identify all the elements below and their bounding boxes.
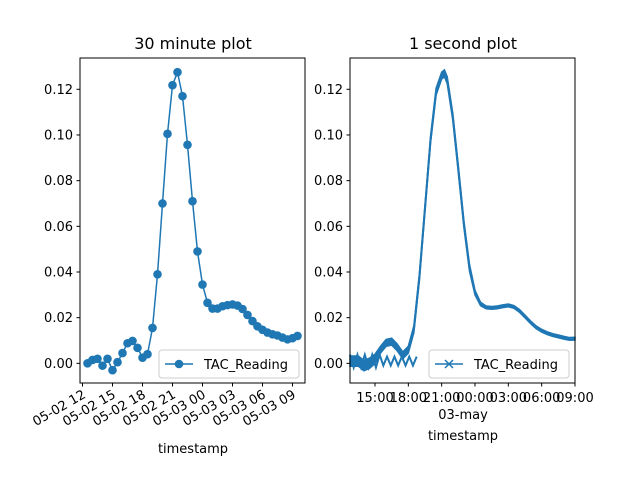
right-legend-marker [444,359,454,369]
left-y-tick-label: 0.02 [44,311,73,326]
left-data-point [198,280,207,289]
right-y-axis: 0.00 0.02 0.04 0.06 0.08 0.10 0.12 [314,83,350,372]
left-chart: 30 minute plot 0.000.020.040.060.080.100… [30,34,306,457]
right-y-tick-label: 0.02 [314,311,343,326]
left-data-point [168,80,177,90]
right-x-tick-label: 18:00 [390,391,427,406]
left-data-point [163,129,172,139]
left-y-tick-label: 0.10 [44,128,73,143]
left-y-tick-label: 0.06 [44,220,73,235]
left-y-tick-label: 0.04 [44,266,73,281]
right-y-tick-label: 0.00 [314,357,343,372]
right-y-tick-label: 0.10 [314,128,343,143]
left-data-point [103,354,112,364]
right-x-axis-label: timestamp [428,429,498,444]
left-y-tick-label: 0.00 [44,357,73,372]
left-axes-frame [79,57,306,384]
right-legend: TAC_Reading [428,349,570,379]
left-data-point [153,269,162,279]
left-legend-box [158,349,300,379]
left-y-axis: 0.00 0.02 0.04 0.06 0.08 0.10 0.12 [44,83,80,372]
left-data-point [98,361,107,370]
left-y-tick-label: 0.08 [44,174,73,189]
right-y-tick-label: 0.06 [314,220,343,235]
left-data-point [93,354,102,364]
left-data-point [113,357,122,367]
right-x-tick-label: 03:00 [490,391,527,406]
right-x-date-label: 03-may [438,408,488,423]
left-data-point [173,67,182,77]
right-x-tick-label: 00:00 [456,391,493,406]
left-legend: TAC_Reading [158,349,300,379]
right-x-tick-label: 21:00 [423,391,460,406]
right-y-tick-label: 0.12 [314,83,343,98]
left-data-point [188,196,197,206]
left-data-point [243,310,252,320]
right-legend-label: TAC_Reading [473,358,558,373]
right-x-tick-label: 06:00 [523,391,560,406]
right-x-tick-label: 09:00 [556,391,593,406]
right-y-tick-label: 0.04 [314,266,343,281]
left-data-point [238,304,247,314]
left-legend-marker [174,359,184,369]
left-y-tick-label: 0.12 [44,83,73,98]
left-data-point [158,199,167,208]
right-axes-frame [349,57,576,384]
left-plot-area [83,67,302,375]
left-data-point [293,331,302,341]
left-data-point [183,140,192,150]
right-y-tick-label: 0.08 [314,174,343,189]
right-series-line [350,71,576,367]
right-legend-box [428,349,570,379]
left-x-axis-label: timestamp [158,442,228,457]
right-x-tick-label: 15:00 [356,391,393,406]
left-data-point [128,336,137,346]
right-chart: 1 second plot 0.000.020.040.060.080.100.… [314,34,594,444]
left-legend-label: TAC_Reading [203,358,288,373]
right-chart-title: 1 second plot [409,34,517,53]
left-data-point [193,247,202,256]
left-chart-title: 30 minute plot [134,34,252,53]
left-data-point [143,349,152,359]
left-data-point [203,298,212,308]
left-data-point [133,343,142,353]
left-data-point [108,365,117,375]
left-data-point [148,323,157,333]
left-data-point [118,348,127,358]
right-series-noise [349,351,418,372]
left-data-point [178,91,187,101]
